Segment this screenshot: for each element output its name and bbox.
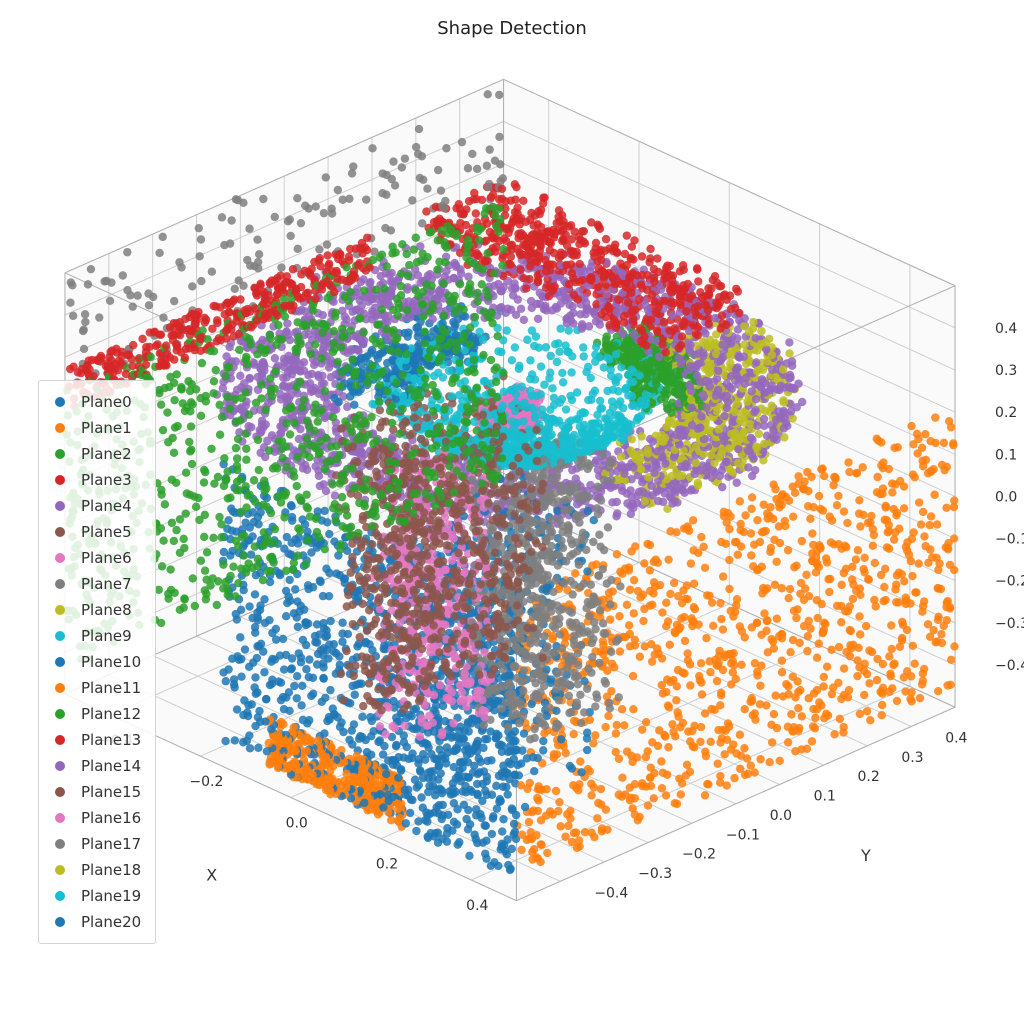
legend-label: Plane17 — [81, 835, 141, 853]
legend-label: Plane2 — [81, 445, 132, 463]
legend-label: Plane16 — [81, 809, 141, 827]
legend-item: Plane6 — [49, 545, 141, 571]
legend-label: Plane8 — [81, 601, 132, 619]
legend-swatch — [55, 423, 65, 433]
legend-swatch — [55, 579, 65, 589]
legend-item: Plane5 — [49, 519, 141, 545]
legend-item: Plane16 — [49, 805, 141, 831]
legend-item: Plane18 — [49, 857, 141, 883]
legend-item: Plane12 — [49, 701, 141, 727]
legend-label: Plane7 — [81, 575, 132, 593]
legend-swatch — [55, 475, 65, 485]
legend-swatch — [55, 917, 65, 927]
legend-item: Plane17 — [49, 831, 141, 857]
legend-swatch — [55, 397, 65, 407]
legend-label: Plane1 — [81, 419, 132, 437]
legend-label: Plane5 — [81, 523, 132, 541]
legend-item: Plane13 — [49, 727, 141, 753]
legend-label: Plane15 — [81, 783, 141, 801]
legend-swatch — [55, 735, 65, 745]
legend-label: Plane19 — [81, 887, 141, 905]
legend-swatch — [55, 631, 65, 641]
legend-label: Plane0 — [81, 393, 132, 411]
legend-swatch — [55, 449, 65, 459]
legend-item: Plane3 — [49, 467, 141, 493]
legend-swatch — [55, 683, 65, 693]
legend-swatch — [55, 761, 65, 771]
legend-swatch — [55, 657, 65, 667]
legend-swatch — [55, 709, 65, 719]
legend-swatch — [55, 865, 65, 875]
legend-item: Plane0 — [49, 389, 141, 415]
legend-swatch — [55, 787, 65, 797]
legend-swatch — [55, 605, 65, 615]
legend-label: Plane14 — [81, 757, 141, 775]
legend-item: Plane4 — [49, 493, 141, 519]
legend-label: Plane11 — [81, 679, 141, 697]
legend-swatch — [55, 813, 65, 823]
legend-label: Plane6 — [81, 549, 132, 567]
legend: Plane0 Plane1 Plane2 Plane3 Plane4 Plane5 Plan… — [38, 380, 156, 944]
legend-swatch — [55, 501, 65, 511]
legend-item: Plane11 — [49, 675, 141, 701]
legend-label: Plane10 — [81, 653, 141, 671]
legend-item: Plane19 — [49, 883, 141, 909]
legend-item: Plane7 — [49, 571, 141, 597]
legend-swatch — [55, 553, 65, 563]
legend-item: Plane10 — [49, 649, 141, 675]
legend-label: Plane18 — [81, 861, 141, 879]
legend-item: Plane1 — [49, 415, 141, 441]
legend-swatch — [55, 527, 65, 537]
legend-label: Plane3 — [81, 471, 132, 489]
legend-label: Plane13 — [81, 731, 141, 749]
legend-item: Plane15 — [49, 779, 141, 805]
legend-swatch — [55, 839, 65, 849]
legend-item: Plane8 — [49, 597, 141, 623]
legend-label: Plane9 — [81, 627, 132, 645]
legend-item: Plane2 — [49, 441, 141, 467]
legend-label: Plane20 — [81, 913, 141, 931]
legend-item: Plane14 — [49, 753, 141, 779]
legend-label: Plane4 — [81, 497, 132, 515]
legend-item: Plane20 — [49, 909, 141, 935]
legend-item: Plane9 — [49, 623, 141, 649]
legend-swatch — [55, 891, 65, 901]
legend-label: Plane12 — [81, 705, 141, 723]
